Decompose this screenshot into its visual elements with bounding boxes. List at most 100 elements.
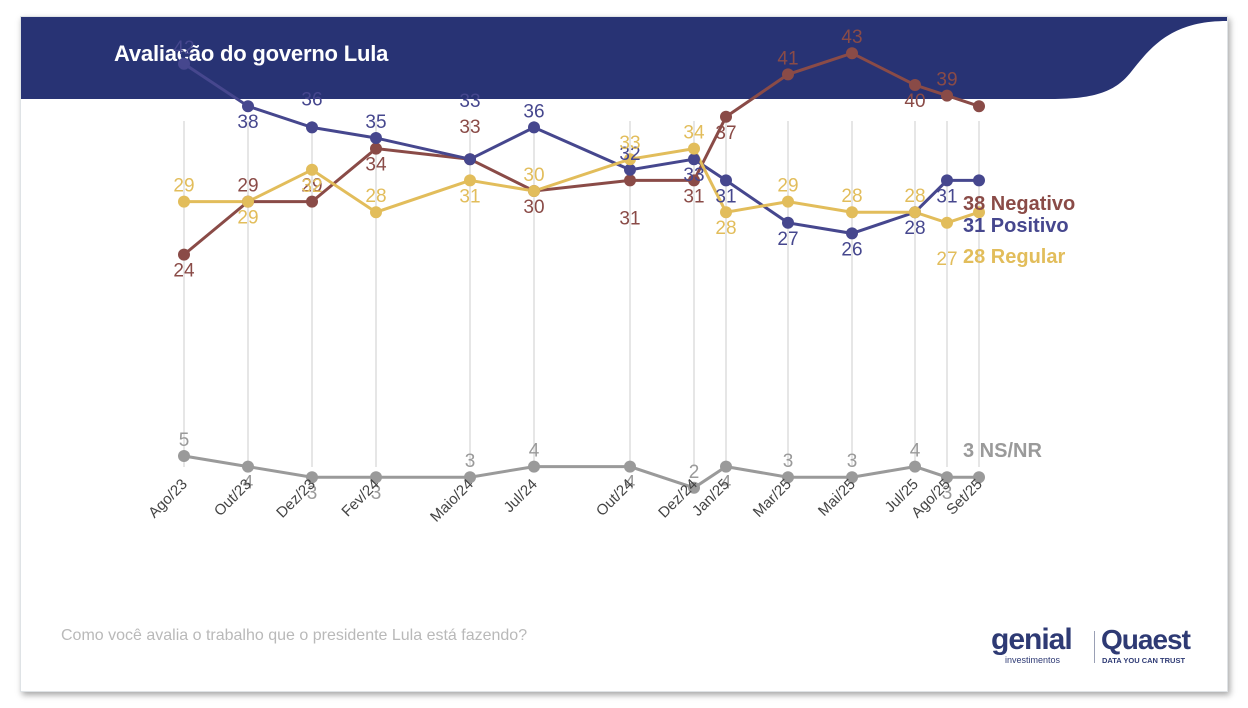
data-label: 32 — [301, 176, 322, 197]
data-label: 33 — [459, 117, 480, 138]
data-label: 29 — [237, 208, 258, 229]
data-label: 31 — [619, 208, 640, 229]
data-point — [782, 195, 794, 208]
data-point — [941, 216, 953, 229]
data-point — [306, 163, 318, 176]
data-point — [782, 471, 794, 484]
data-label: 27 — [936, 249, 957, 270]
data-label: 28 — [841, 186, 862, 207]
data-label: 29 — [237, 176, 258, 197]
data-label: 39 — [936, 70, 957, 91]
data-point — [464, 471, 476, 484]
data-label: 4 — [910, 441, 921, 462]
data-label: 3 — [371, 483, 382, 504]
data-label: 29 — [173, 176, 194, 197]
data-point — [688, 153, 700, 166]
data-label: 43 — [841, 27, 862, 48]
data-point — [624, 163, 636, 176]
series-points — [178, 47, 985, 494]
data-label: 4 — [625, 473, 636, 494]
data-point — [242, 195, 254, 208]
data-label: 40 — [904, 91, 925, 112]
data-label: 26 — [841, 239, 862, 260]
x-tick-label: Mar/25 — [750, 476, 795, 521]
slide: Avaliação do governo Lula 24 29 29 34 33 30 31… — [20, 16, 1228, 692]
data-point — [178, 248, 190, 261]
data-point — [178, 195, 190, 208]
data-label: 29 — [301, 176, 322, 197]
survey-question: Como você avalia o trabalho que o presid… — [61, 627, 528, 644]
data-label: 28 — [904, 218, 925, 239]
data-label: 28 — [904, 186, 925, 207]
data-point — [178, 57, 190, 70]
series-line-ns-nr — [183, 454, 979, 490]
data-point — [846, 227, 858, 240]
data-point — [528, 121, 540, 134]
data-point — [909, 79, 921, 91]
genial-logo-subtitle: investimentos — [1005, 655, 1061, 665]
data-label: 32 — [619, 144, 640, 165]
header-band — [21, 17, 1227, 99]
data-point — [528, 185, 540, 197]
data-label: 33 — [459, 91, 480, 112]
data-label: 41 — [777, 48, 798, 69]
data-label: 30 — [523, 165, 544, 186]
data-point — [688, 174, 700, 187]
data-point — [720, 174, 732, 187]
data-point — [973, 471, 985, 484]
series-line-negativo — [183, 51, 980, 256]
data-point — [941, 89, 953, 102]
logo-divider — [1094, 631, 1095, 663]
data-point — [941, 471, 953, 484]
x-axis-ticks: Ago/23 Out/23 Dez/23 Fev/24 Maio/24 Jul/24 Out… — [145, 476, 986, 526]
data-point — [624, 174, 636, 187]
data-label: 35 — [365, 112, 386, 133]
data-label: 36 — [523, 101, 544, 122]
data-label: 33 — [619, 133, 640, 154]
data-point — [846, 206, 858, 219]
data-point — [973, 206, 985, 219]
data-point — [178, 450, 190, 462]
page-title: Avaliação do governo Lula — [114, 41, 389, 66]
x-tick-label: Out/23 — [211, 476, 255, 520]
data-label: 38 — [237, 112, 258, 133]
data-point — [973, 100, 985, 113]
x-tick-label: Out/24 — [593, 476, 637, 520]
data-label: 34 — [683, 123, 705, 144]
data-label: 37 — [715, 123, 736, 144]
data-point — [370, 142, 382, 155]
data-point — [370, 132, 382, 144]
data-point — [973, 174, 985, 187]
quaest-logo-tagline: DATA YOU CAN TRUST — [1102, 656, 1186, 665]
x-tick-label: Maio/24 — [427, 476, 477, 526]
data-label: 31 — [459, 186, 480, 207]
series-end-label: 3 NS/NR — [963, 440, 1042, 462]
data-point — [370, 206, 382, 219]
data-point — [941, 174, 953, 187]
data-label: 3 — [847, 451, 858, 472]
x-tick-label: Jul/24 — [501, 476, 541, 516]
data-label: 28 — [365, 186, 386, 207]
data-label: 29 — [777, 176, 798, 197]
data-point — [720, 460, 732, 473]
data-point — [846, 471, 858, 484]
genial-logo: genial — [991, 623, 1073, 656]
series-end-label: 28 Regular — [963, 246, 1065, 268]
data-point — [688, 142, 700, 155]
data-label: 27 — [777, 229, 798, 250]
data-label: 2 — [689, 462, 700, 483]
header-banner — [21, 17, 1227, 99]
data-point — [688, 481, 700, 494]
data-label: 3 — [307, 483, 318, 504]
data-point — [624, 153, 636, 166]
data-point — [909, 460, 921, 473]
data-label: 24 — [173, 261, 195, 282]
data-point — [464, 174, 476, 187]
series-line-regular — [184, 146, 980, 225]
data-label: 33 — [683, 165, 704, 186]
data-label: 4 — [721, 473, 732, 494]
x-tick-label: Ago/23 — [145, 476, 191, 522]
data-point — [242, 100, 254, 113]
